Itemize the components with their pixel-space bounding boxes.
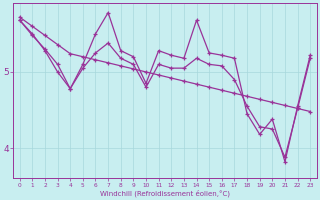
X-axis label: Windchill (Refroidissement éolien,°C): Windchill (Refroidissement éolien,°C): [100, 189, 230, 197]
